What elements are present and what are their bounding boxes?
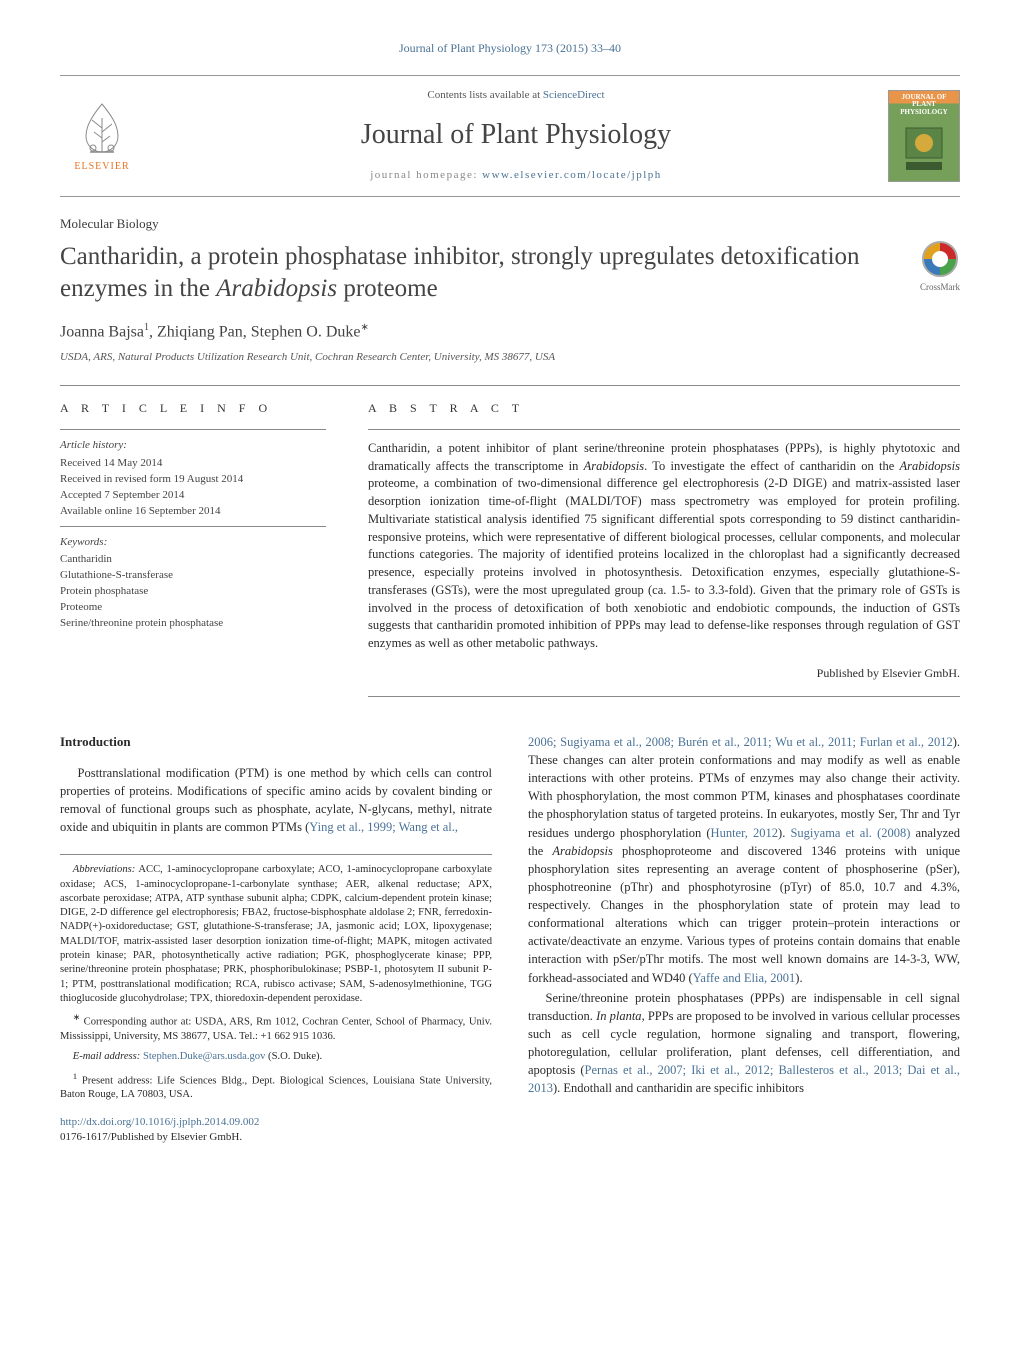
history-item: Received in revised form 19 August 2014 [60, 472, 326, 488]
email-footnote: E-mail address: Stephen.Duke@ars.usda.go… [60, 1050, 492, 1064]
contents-prefix: Contents lists available at [427, 89, 542, 101]
citation-link[interactable]: Sugiyama et al. (2008) [790, 826, 910, 840]
page-root: Journal of Plant Physiology 173 (2015) 3… [0, 0, 1020, 1174]
abstract-column: A B S T R A C T Cantharidin, a potent in… [368, 400, 960, 697]
intro-para1: Posttranslational modification (PTM) is … [60, 764, 492, 837]
email-link[interactable]: Stephen.Duke@ars.usda.gov [143, 1051, 265, 1062]
keyword-item: Proteome [60, 600, 326, 616]
keyword-item: Protein phosphatase [60, 584, 326, 600]
elsevier-label: ELSEVIER [74, 160, 129, 174]
affiliation: USDA, ARS, Natural Products Utilization … [60, 350, 960, 365]
crossmark-widget[interactable]: CrossMark [920, 241, 960, 294]
col2-para1: 2006; Sugiyama et al., 2008; Burén et al… [528, 733, 960, 987]
col2-para2: Serine/threonine protein phosphatases (P… [528, 989, 960, 1098]
keywords-block: Keywords: Cantharidin Glutathione-S-tran… [60, 526, 326, 633]
keyword-item: Glutathione-S-transferase [60, 568, 326, 584]
history-item: Accepted 7 September 2014 [60, 488, 326, 504]
info-abstract-row: A R T I C L E I N F O Article history: R… [60, 400, 960, 697]
elsevier-logo[interactable]: ELSEVIER [60, 98, 144, 174]
cover-image-icon [892, 117, 956, 178]
keywords-head: Keywords: [60, 535, 326, 551]
citation-link[interactable]: 2006; Sugiyama et al., 2008; Burén et al… [528, 735, 953, 749]
divider [60, 385, 960, 386]
title-row: Cantharidin, a protein phosphatase inhib… [60, 241, 960, 305]
homepage-line: journal homepage: www.elsevier.com/locat… [144, 168, 888, 183]
right-column: 2006; Sugiyama et al., 2008; Burén et al… [528, 733, 960, 1145]
abstract-text: Cantharidin, a potent inhibitor of plant… [368, 429, 960, 682]
corresponding-author-footnote: ∗ Corresponding author at: USDA, ARS, Rm… [60, 1012, 492, 1044]
citation-link[interactable]: Hunter, 2012 [711, 826, 778, 840]
footnotes-block: Abbreviations: ACC, 1-aminocyclopropane … [60, 854, 492, 1103]
body-columns: Introduction Posttranslational modificat… [60, 733, 960, 1145]
crossmark-label: CrossMark [920, 281, 960, 294]
homepage-prefix: journal homepage: [370, 169, 482, 181]
keyword-item: Serine/threonine protein phosphatase [60, 616, 326, 632]
authors: Joanna Bajsa1, Zhiqiang Pan, Stephen O. … [60, 321, 960, 344]
crossmark-icon [922, 241, 958, 277]
homepage-link[interactable]: www.elsevier.com/locate/jplph [482, 169, 662, 181]
doi-link[interactable]: http://dx.doi.org/10.1016/j.jplph.2014.0… [60, 1116, 259, 1128]
abstract-bottom-rule [368, 696, 960, 697]
section-label: Molecular Biology [60, 215, 960, 233]
history-item: Available online 16 September 2014 [60, 504, 326, 520]
top-citation: Journal of Plant Physiology 173 (2015) 3… [60, 40, 960, 57]
journal-cover-thumbnail[interactable]: JOURNAL OFPLANT PHYSIOLOGY [888, 90, 960, 182]
left-column: Introduction Posttranslational modificat… [60, 733, 492, 1145]
header-center: Contents lists available at ScienceDirec… [144, 88, 888, 184]
abstract-header: A B S T R A C T [368, 400, 960, 417]
cover-title: JOURNAL OFPLANT PHYSIOLOGY [892, 94, 956, 117]
introduction-header: Introduction [60, 733, 492, 752]
doi-block: http://dx.doi.org/10.1016/j.jplph.2014.0… [60, 1115, 492, 1145]
citation-link[interactable]: Ying et al., 1999; Wang et al., [309, 820, 458, 834]
journal-header: ELSEVIER Contents lists available at Sci… [60, 75, 960, 197]
history-head: Article history: [60, 438, 326, 454]
issn-line: 0176-1617/Published by Elsevier GmbH. [60, 1131, 242, 1143]
abbreviations-footnote: Abbreviations: ACC, 1-aminocyclopropane … [60, 863, 492, 1006]
keyword-item: Cantharidin [60, 552, 326, 568]
article-info-column: A R T I C L E I N F O Article history: R… [60, 400, 326, 697]
citation-link[interactable]: Yaffe and Elia, 2001 [693, 971, 796, 985]
journal-title: Journal of Plant Physiology [144, 115, 888, 154]
published-by: Published by Elsevier GmbH. [368, 665, 960, 682]
sciencedirect-link[interactable]: ScienceDirect [543, 89, 605, 101]
contents-line: Contents lists available at ScienceDirec… [144, 88, 888, 103]
elsevier-tree-icon [72, 98, 132, 158]
present-address-footnote: 1 Present address: Life Sciences Bldg., … [60, 1071, 492, 1103]
history-item: Received 14 May 2014 [60, 456, 326, 472]
paper-title: Cantharidin, a protein phosphatase inhib… [60, 241, 902, 305]
article-info-header: A R T I C L E I N F O [60, 400, 326, 417]
article-history-block: Article history: Received 14 May 2014 Re… [60, 429, 326, 520]
